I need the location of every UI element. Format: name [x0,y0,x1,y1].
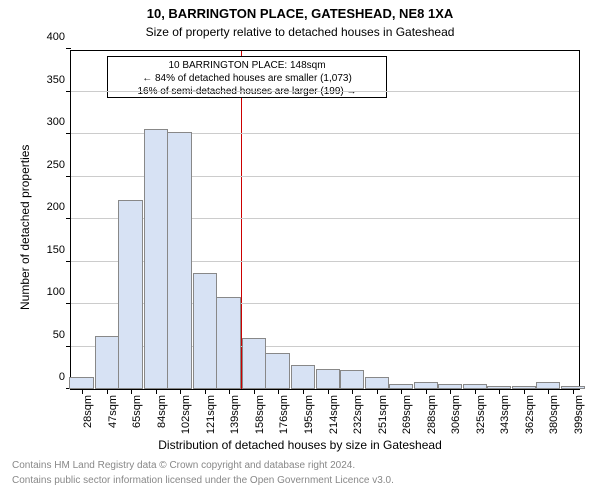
y-axis-label: Number of detached properties [18,145,32,310]
xtick-mark [426,389,427,394]
ytick-label: 200 [47,201,65,213]
histogram-bar [340,370,365,389]
ytick-label: 100 [47,286,65,298]
xtick-mark [303,389,304,394]
ytick-mark [66,303,71,304]
xtick-label: 176sqm [278,395,290,434]
xtick-label: 325sqm [475,395,487,434]
histogram-bar [144,129,169,389]
xtick-label: 195sqm [303,395,315,434]
annotation-line2: ← 84% of detached houses are smaller (1,… [112,72,382,85]
gridline [71,91,579,92]
xtick-label: 251sqm [377,395,389,434]
annotation-line3: 16% of semi-detached houses are larger (… [112,85,382,98]
xtick-mark [131,389,132,394]
ytick-mark [66,176,71,177]
xtick-label: 362sqm [524,395,536,434]
footer-line1: Contains HM Land Registry data © Crown c… [12,460,355,471]
ytick-label: 150 [47,244,65,256]
histogram-bar [216,297,241,389]
histogram-bar [316,369,341,389]
xtick-mark [352,389,353,394]
histogram-bar [536,382,561,389]
xtick-label: 84sqm [156,395,168,428]
ytick-label: 50 [53,329,65,341]
xtick-label: 380sqm [548,395,560,434]
histogram-bar [167,132,192,389]
xtick-label: 158sqm [254,395,266,434]
histogram-bar [265,353,290,389]
ytick-mark [66,91,71,92]
xtick-label: 232sqm [352,395,364,434]
xtick-mark [205,389,206,394]
xtick-label: 65sqm [131,395,143,428]
ytick-label: 0 [59,371,65,383]
ytick-mark [66,218,71,219]
xtick-mark [475,389,476,394]
ytick-mark [66,133,71,134]
xtick-label: 269sqm [401,395,413,434]
histogram-bar [242,338,267,389]
xtick-mark [82,389,83,394]
ytick-label: 350 [47,74,65,86]
xtick-label: 306sqm [450,395,462,434]
xtick-label: 343sqm [499,395,511,434]
xtick-mark [328,389,329,394]
ytick-mark [66,261,71,262]
footer-line2: Contains public sector information licen… [12,475,394,486]
title-line1: 10, BARRINGTON PLACE, GATESHEAD, NE8 1XA [0,6,600,21]
xtick-mark [107,389,108,394]
xtick-mark [377,389,378,394]
xtick-mark [229,389,230,394]
annotation-box: 10 BARRINGTON PLACE: 148sqm ← 84% of det… [107,56,387,98]
xtick-mark [254,389,255,394]
xtick-mark [180,389,181,394]
xtick-label: 139sqm [229,395,241,434]
histogram-bar [69,377,94,389]
xtick-label: 121sqm [205,395,217,434]
ytick-label: 300 [47,116,65,128]
chart-plot-area: 10 BARRINGTON PLACE: 148sqm ← 84% of det… [70,50,580,390]
histogram-bar [118,200,143,389]
xtick-mark [524,389,525,394]
ytick-mark [66,346,71,347]
histogram-bar [291,365,316,389]
histogram-bar [414,382,439,389]
histogram-bar [95,336,120,389]
annotation-line1: 10 BARRINGTON PLACE: 148sqm [112,59,382,72]
xtick-mark [156,389,157,394]
histogram-bar [365,377,390,389]
xtick-mark [278,389,279,394]
xtick-mark [401,389,402,394]
x-axis-label: Distribution of detached houses by size … [0,438,600,452]
ytick-label: 250 [47,159,65,171]
ytick-label: 400 [47,31,65,43]
xtick-mark [499,389,500,394]
histogram-bar [193,273,218,389]
xtick-mark [573,389,574,394]
xtick-label: 28sqm [82,395,94,428]
xtick-mark [548,389,549,394]
title-line2: Size of property relative to detached ho… [0,25,600,39]
xtick-label: 47sqm [107,395,119,428]
ytick-mark [66,48,71,49]
xtick-label: 399sqm [573,395,585,434]
xtick-label: 214sqm [328,395,340,434]
xtick-label: 102sqm [180,395,192,434]
xtick-mark [450,389,451,394]
xtick-label: 288sqm [426,395,438,434]
